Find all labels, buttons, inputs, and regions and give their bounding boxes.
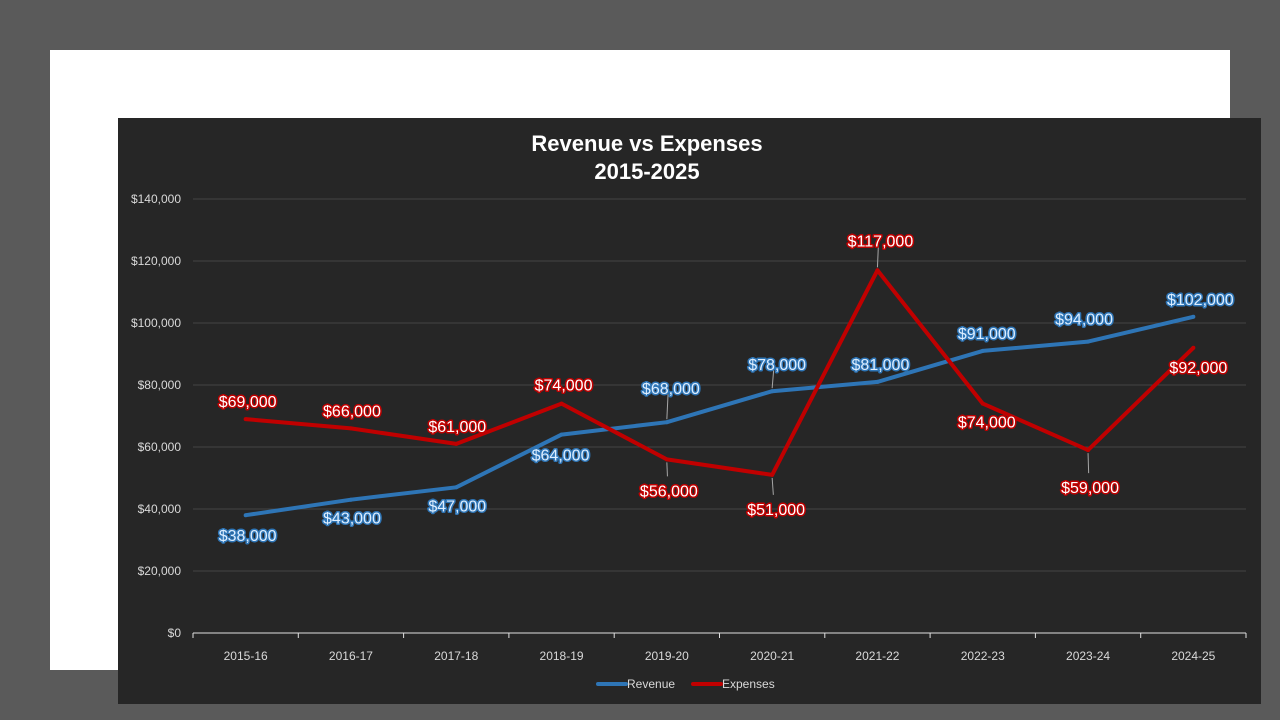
x-tick-label: 2016-17	[329, 649, 373, 663]
legend-item-revenue: Revenue	[596, 677, 675, 691]
line-chart: Revenue vs Expenses 2015-2025 $0 $20,000 $…	[131, 131, 1247, 691]
data-point	[1086, 448, 1091, 453]
x-tick-label: 2023-24	[1066, 649, 1110, 663]
y-tick-label: $120,000	[131, 254, 181, 268]
series-line-revenue	[245, 314, 1194, 518]
leader-line	[771, 370, 775, 389]
x-tick-label: 2022-23	[961, 649, 1005, 663]
data-label: $38,000	[219, 528, 277, 545]
y-tick-label: $40,000	[138, 502, 182, 516]
data-point	[348, 426, 353, 431]
data-label: $66,000	[323, 403, 381, 420]
legend-item-expenses: Expenses	[691, 677, 775, 691]
data-point	[664, 420, 669, 425]
chart-area: Revenue vs Expenses 2015-2025 $0 $20,000 $…	[118, 118, 1261, 704]
data-point	[664, 457, 669, 462]
data-label: $74,000	[535, 378, 593, 395]
data-point	[875, 268, 880, 273]
data-point	[770, 389, 775, 394]
data-label: $91,000	[958, 326, 1016, 343]
data-point	[980, 348, 985, 353]
leader-line	[876, 246, 879, 268]
y-tick-label: $60,000	[138, 440, 182, 454]
chart-frame: Revenue vs Expenses 2015-2025 $0 $20,000 $…	[50, 50, 1261, 704]
x-tick-label: 2017-18	[434, 649, 478, 663]
y-tick-label: $20,000	[138, 564, 182, 578]
y-tick-label: $80,000	[138, 378, 182, 392]
data-point	[770, 472, 775, 477]
data-label: $74,000	[958, 415, 1016, 432]
series-line-expenses	[245, 268, 1195, 477]
data-label: $68,000	[642, 381, 700, 398]
data-point	[348, 497, 353, 502]
x-tick-label: 2015-16	[224, 649, 268, 663]
data-label: $64,000	[532, 448, 590, 465]
x-tick-label: 2024-25	[1171, 649, 1215, 663]
data-label: $43,000	[323, 511, 381, 528]
data-label: $78,000	[748, 357, 806, 374]
data-point	[980, 401, 985, 406]
leader-line	[1087, 453, 1090, 474]
data-point	[875, 379, 880, 384]
x-tick-label: 2019-20	[645, 649, 689, 663]
data-label: $51,000	[747, 502, 805, 519]
y-tick-label: $140,000	[131, 192, 181, 206]
x-tick-label: 2021-22	[855, 649, 899, 663]
y-tick-label: $100,000	[131, 316, 181, 330]
data-label: $92,000	[1169, 360, 1227, 377]
leader-line	[666, 394, 669, 420]
chart-title: Revenue vs Expenses	[531, 131, 762, 156]
legend-label: Revenue	[627, 677, 675, 691]
chart-subtitle: 2015-2025	[594, 159, 699, 184]
leader-line	[771, 477, 774, 495]
leader-line	[666, 462, 668, 477]
x-tick-label: 2018-19	[540, 649, 584, 663]
data-point	[559, 401, 564, 406]
data-label: $69,000	[219, 394, 277, 411]
data-point	[243, 513, 248, 518]
y-tick-label: $0	[168, 626, 182, 640]
data-label: $59,000	[1061, 480, 1119, 497]
data-point	[454, 485, 459, 490]
data-point	[559, 432, 564, 437]
data-point	[1191, 345, 1196, 350]
legend-label: Expenses	[722, 677, 775, 691]
data-label: $94,000	[1055, 312, 1113, 329]
data-label: $61,000	[428, 419, 486, 436]
data-label: $56,000	[640, 483, 698, 500]
data-label: $117,000	[848, 233, 914, 250]
data-point	[454, 441, 459, 446]
x-tick-label: 2020-21	[750, 649, 794, 663]
data-point	[1191, 314, 1196, 319]
data-point	[243, 417, 248, 422]
data-label: $102,000	[1167, 292, 1234, 309]
data-label: $81,000	[852, 357, 910, 374]
data-label: $47,000	[428, 498, 486, 515]
data-point	[1086, 339, 1091, 344]
